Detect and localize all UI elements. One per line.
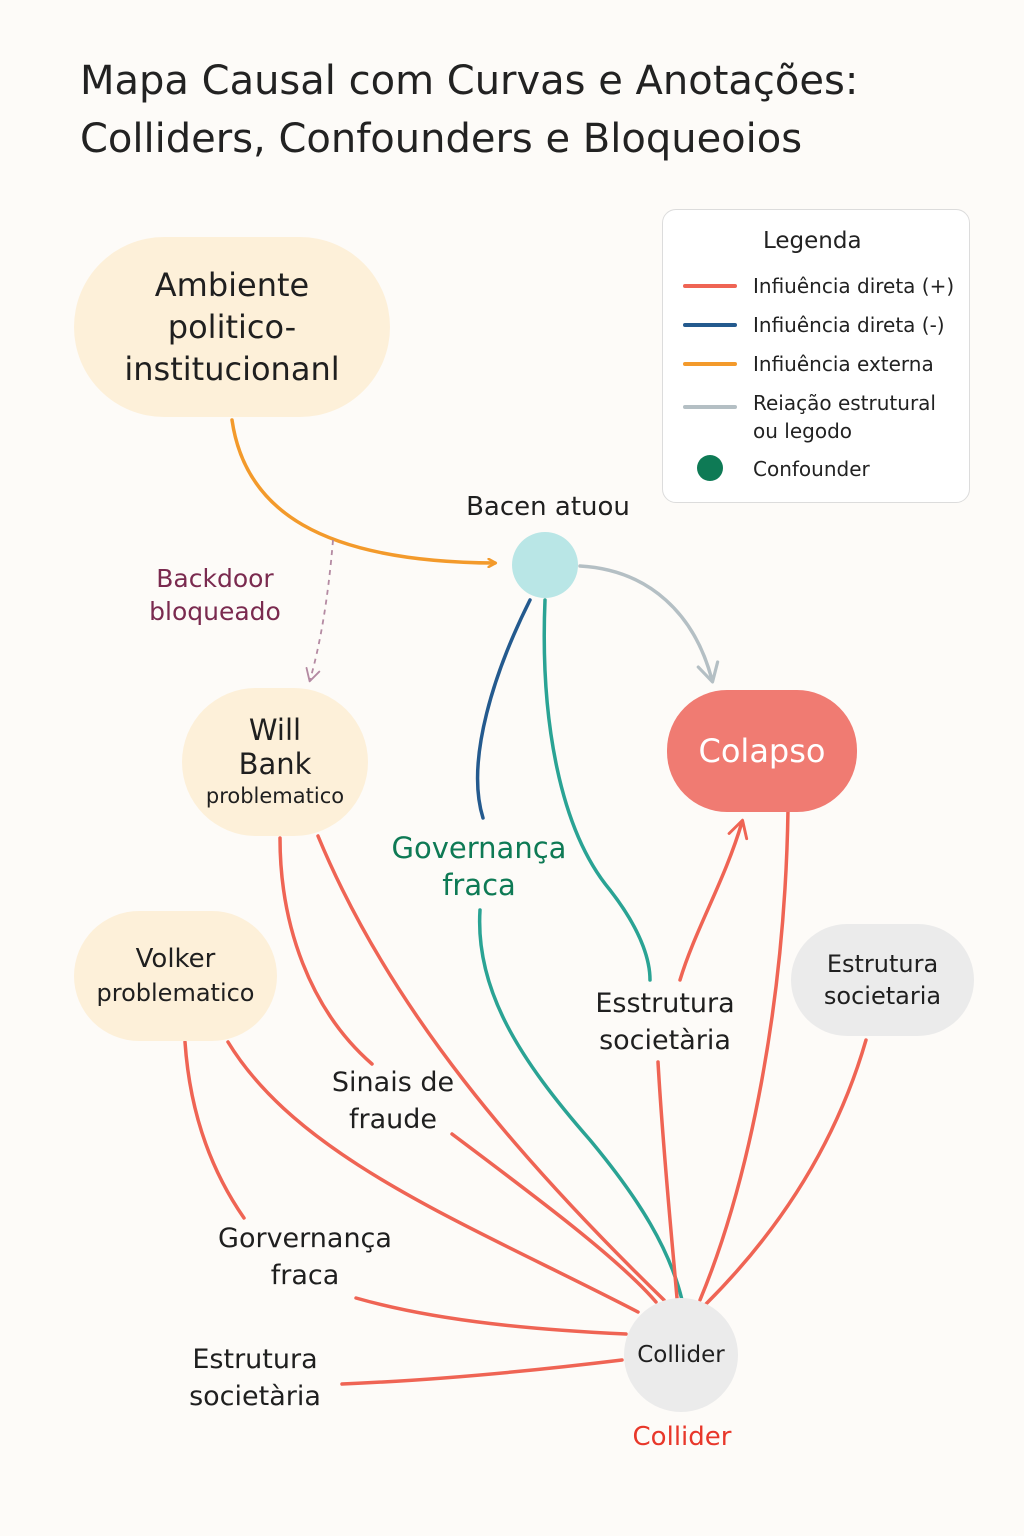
node-estrutura-societaria: Estrutura societaria bbox=[791, 924, 974, 1036]
legend-label-structural: Reiação estrutural ou legodo bbox=[753, 391, 936, 443]
label-gorvernanca-line-2: fraca bbox=[270, 1260, 340, 1291]
edge-estrutura-left-to-collider bbox=[340, 1358, 624, 1386]
edge-bacen-negative bbox=[475, 598, 532, 820]
legend-swatch-structural bbox=[683, 405, 737, 409]
legend-item-positive: Infiuência direta (+) bbox=[683, 272, 954, 300]
node-will-line-1: Will bbox=[248, 713, 302, 747]
node-ambiente: Ambiente politico- institucionanl bbox=[74, 237, 390, 417]
label-esstrutura-societaria: Esstrutura societària bbox=[570, 985, 760, 1059]
edge-bacen-to-colapso bbox=[578, 564, 720, 684]
legend-swatch-negative bbox=[683, 323, 737, 327]
label-estrutura-left-line-2: societària bbox=[189, 1381, 321, 1412]
legend-item-structural: Reiação estrutural ou legodo bbox=[683, 389, 936, 445]
edge-volker-to-collider bbox=[226, 1040, 640, 1314]
edge-colapso-to-collider bbox=[698, 808, 790, 1302]
node-collider-label: Collider bbox=[637, 1342, 725, 1368]
node-estrutura-line-2: societaria bbox=[823, 982, 942, 1010]
label-esstrutura-line-2: societària bbox=[599, 1025, 731, 1056]
legend-label-negative: Infiuência direta (-) bbox=[753, 313, 945, 337]
node-volker: Volker problematico bbox=[74, 911, 277, 1041]
node-bacen bbox=[512, 532, 578, 598]
node-volker-line-1: Volker bbox=[135, 944, 216, 974]
edge-estrutura-right-to-collider bbox=[704, 1038, 868, 1306]
label-esstrutura-line-1: Esstrutura bbox=[595, 988, 735, 1019]
edge-sinais-to-collider bbox=[450, 1132, 658, 1304]
edge-gorvernanca-to-collider bbox=[354, 1296, 628, 1336]
edge-backdoor-dashed bbox=[305, 539, 334, 683]
node-colapso: Colapso bbox=[667, 690, 857, 812]
legend-label-confounder: Confounder bbox=[753, 457, 870, 481]
diagram-title: Mapa Causal com Curvas e Anotações: Coll… bbox=[80, 52, 980, 168]
edge-esstrutura-down-to-collider bbox=[656, 1060, 679, 1300]
edge-will-to-sinais bbox=[278, 836, 374, 1066]
legend-label-external: Infiuência externa bbox=[753, 352, 934, 376]
label-backdoor-bloqueado: Backdoor bloqueado bbox=[120, 562, 310, 628]
node-estrutura-line-1: Estrutura bbox=[826, 950, 939, 978]
label-sinais-de-fraude: Sinais de fraude bbox=[308, 1064, 478, 1138]
node-volker-line-2: problematico bbox=[96, 979, 255, 1007]
label-estrutura-left-line-1: Estrutura bbox=[192, 1344, 318, 1375]
edge-governanca-to-collider bbox=[477, 908, 684, 1302]
node-colapso-label: Colapso bbox=[698, 732, 826, 770]
node-ambiente-line-2: politico- bbox=[167, 308, 297, 346]
label-estrutura-societaria-left: Estrutura societària bbox=[160, 1341, 350, 1415]
label-gorvernanca-fraca: Gorvernança fraca bbox=[200, 1220, 410, 1294]
collider-caption: Collider bbox=[632, 1422, 732, 1452]
label-governanca-line-2: fraca bbox=[442, 868, 516, 902]
label-governanca-line-1: Governança bbox=[391, 831, 567, 865]
edge-ambiente-to-bacen bbox=[230, 418, 495, 563]
edge-bacen-teal-path bbox=[542, 598, 652, 982]
node-will-bank: Will Bank problematico bbox=[182, 688, 368, 836]
title-line-2: Colliders, Confounders e Bloqueoios bbox=[80, 116, 803, 162]
edge-volker-to-gorvernanca bbox=[183, 1040, 246, 1220]
legend-item-external: Infiuência externa bbox=[683, 350, 934, 378]
label-gorvernanca-line-1: Gorvernança bbox=[218, 1223, 392, 1254]
node-will-line-3: problematico bbox=[205, 784, 345, 808]
legend-label-positive: Infiuência direta (+) bbox=[753, 274, 955, 298]
edge-will-to-collider bbox=[316, 834, 666, 1302]
label-backdoor-line-1: Backdoor bbox=[156, 564, 274, 593]
legend-swatch-external bbox=[683, 362, 737, 366]
node-bacen-label: Bacen atuou bbox=[466, 492, 630, 522]
title-line-1: Mapa Causal com Curvas e Anotações: bbox=[80, 58, 859, 104]
node-ambiente-line-1: Ambiente bbox=[154, 266, 310, 304]
legend-title: Legenda bbox=[763, 228, 862, 254]
edge-esstrutura-to-colapso bbox=[678, 818, 749, 982]
node-collider: Collider bbox=[624, 1298, 738, 1412]
legend-swatch-positive bbox=[683, 284, 737, 288]
node-ambiente-line-3: institucionanl bbox=[124, 350, 340, 388]
label-sinais-line-2: fraude bbox=[348, 1104, 437, 1135]
legend-item-negative: Infiuência direta (-) bbox=[683, 311, 945, 339]
legend-item-confounder: Confounder bbox=[683, 455, 870, 483]
node-will-line-2: Bank bbox=[238, 747, 312, 781]
label-governanca-fraca: Governança fraca bbox=[374, 830, 584, 904]
confounder-dot-icon bbox=[697, 455, 723, 481]
legend: Legenda Infiuência direta (+) Infiuência… bbox=[662, 209, 970, 503]
label-backdoor-line-2: bloqueado bbox=[149, 597, 281, 626]
label-sinais-line-1: Sinais de bbox=[331, 1067, 455, 1098]
